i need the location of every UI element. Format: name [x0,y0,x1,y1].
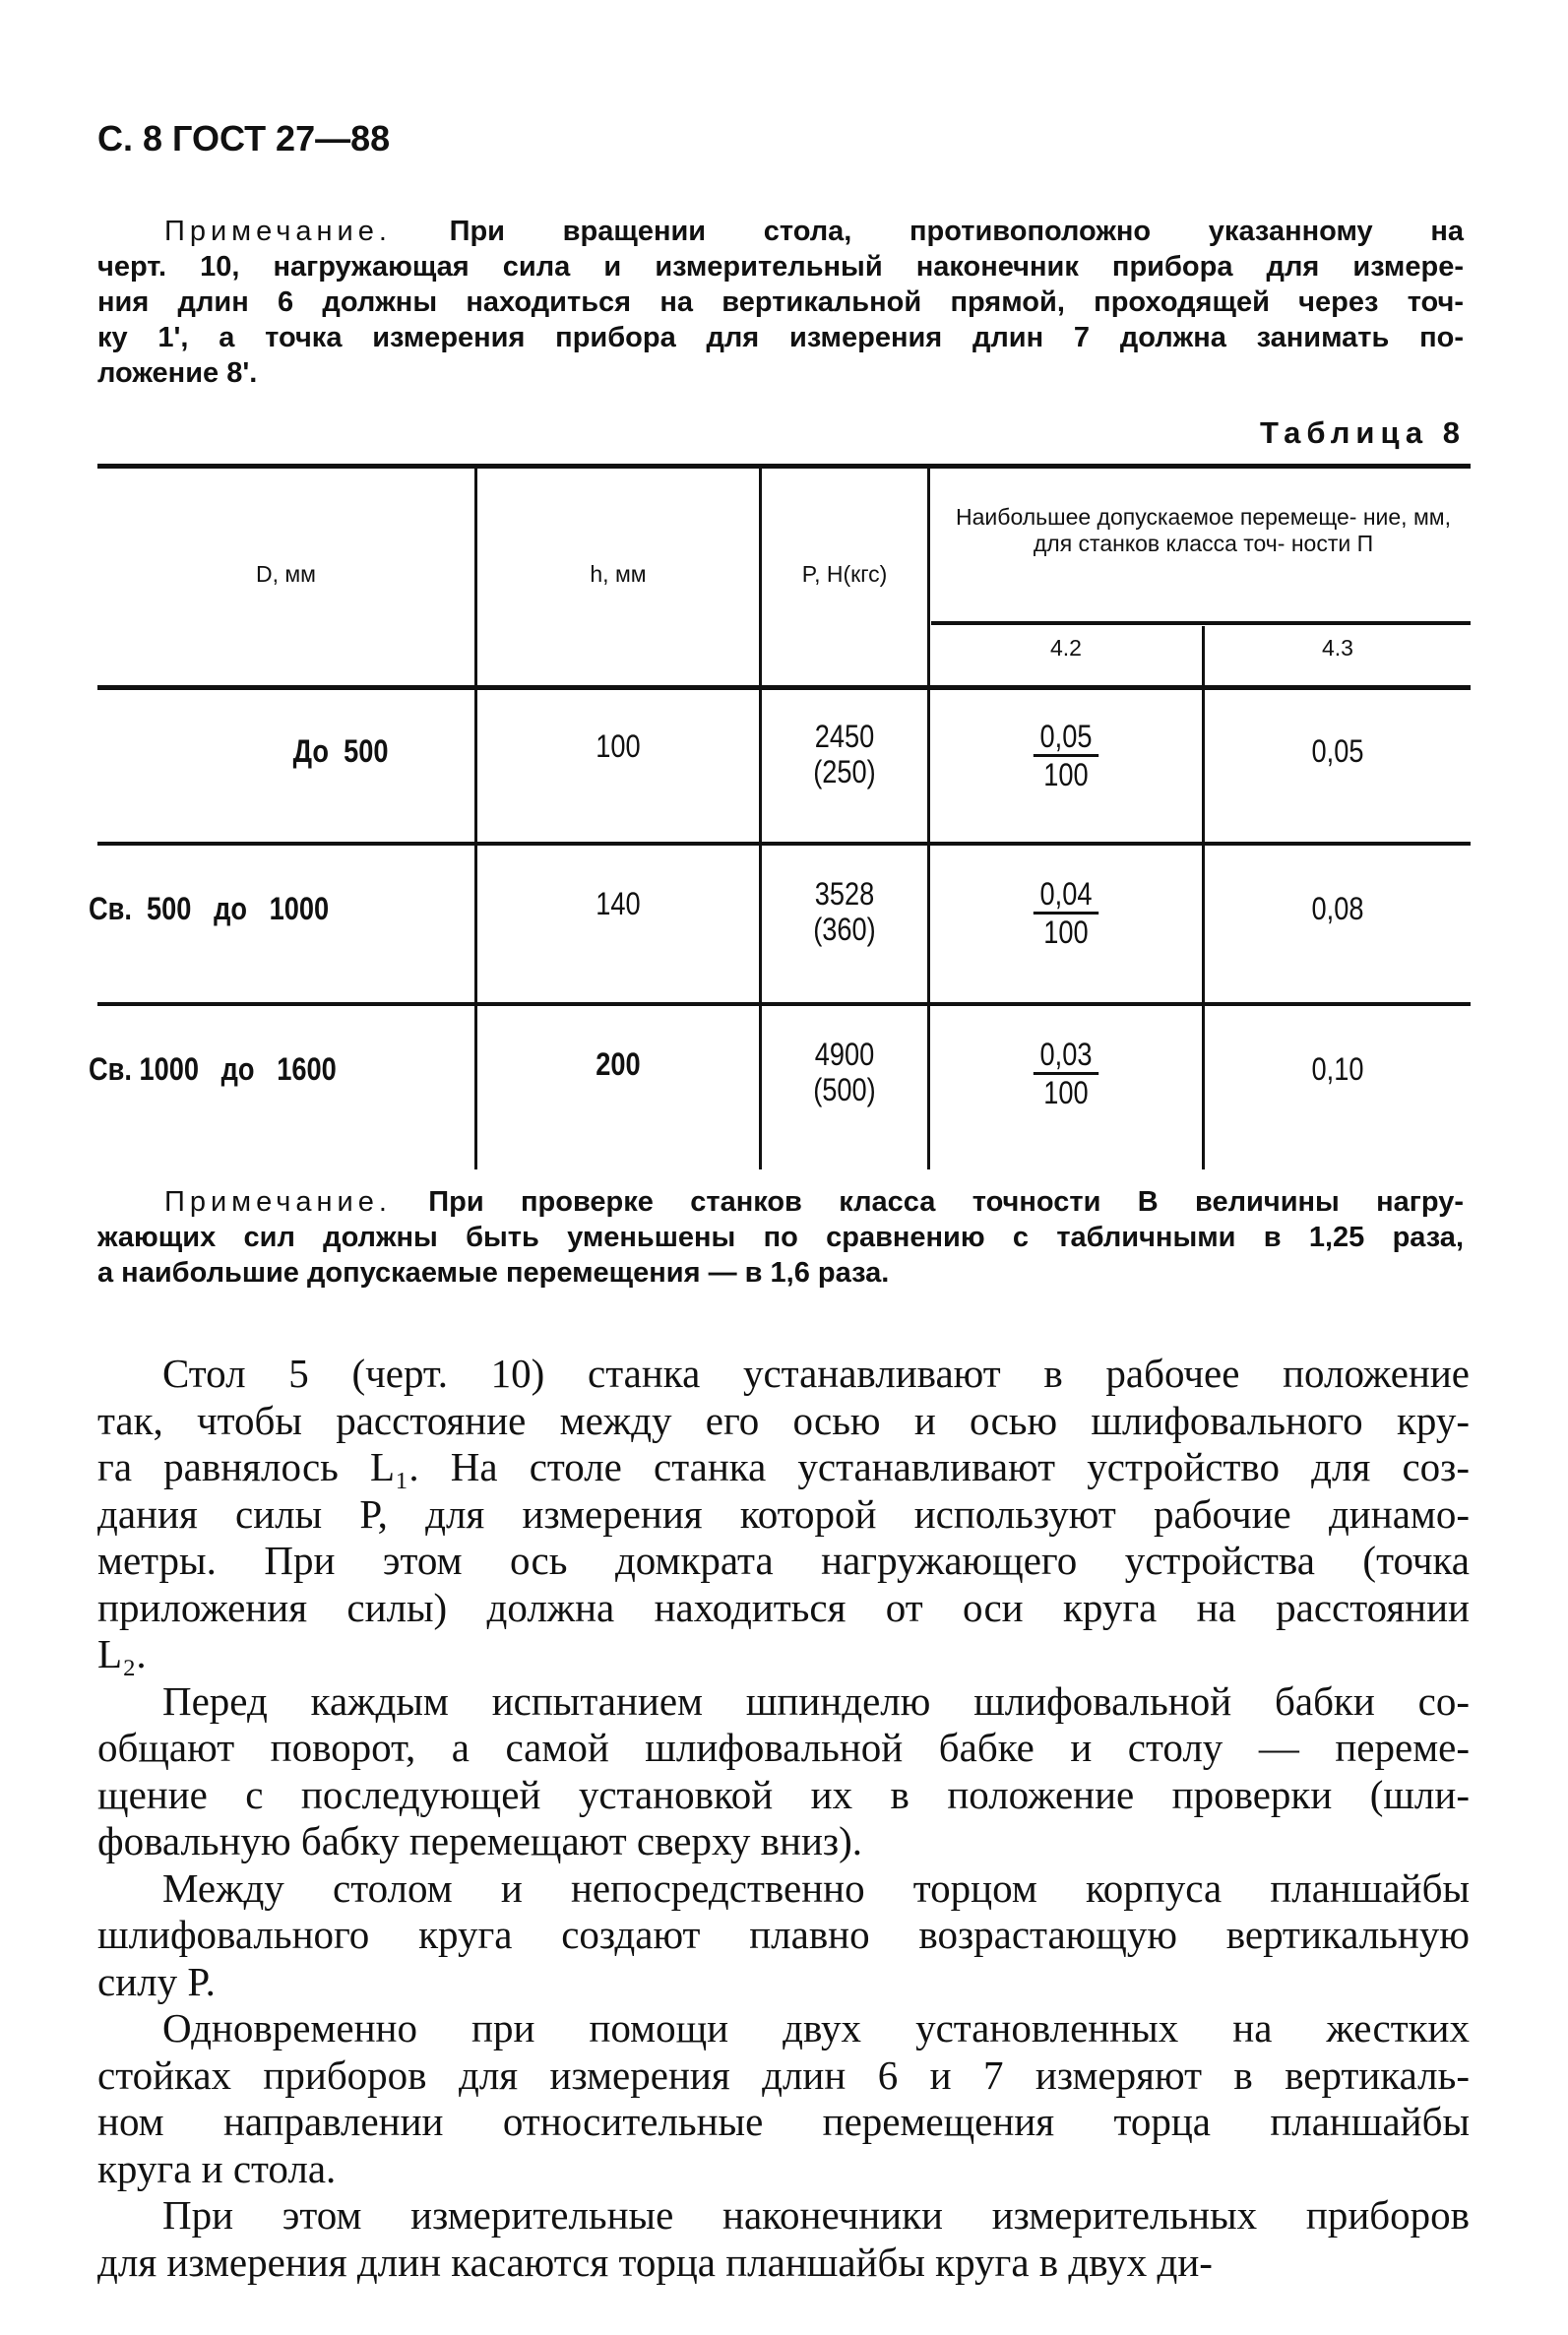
note-label: Примечание. [164,1186,392,1218]
note-line: ния длин 6 должны находиться на вертикал… [97,286,1464,318]
header-bottom-rule [97,685,1471,690]
body-line: щение с последующей установкой их в поло… [97,1771,1470,1817]
note-text: При проверке станков класса точности В в… [428,1186,1464,1218]
row-rule [97,842,1471,846]
cell-text: 0,05 [1311,733,1364,769]
body-line: общают поворот, а самой шлифовальной баб… [97,1725,1470,1770]
note-line: ложение 8'. [97,357,258,389]
cell-text: 100 [596,728,641,764]
cell-4-3: 0,08 [1224,891,1451,926]
note-line: Примечание. При проверке станков класса … [97,1184,1464,1220]
body-line: Одновременно при помощи двух установленн… [162,2005,1470,2051]
cell-d: Св. 1000 до 1600 [89,1051,373,1087]
col-rule [474,469,477,1169]
cell-text: (500) [813,1072,876,1107]
cell-text: 200 [596,1046,641,1082]
cell-text: 2450 [814,719,875,754]
cell-h: 200 [498,1046,737,1082]
header-4-3: 4.3 [1322,635,1353,661]
header-4-2: 4.2 [1050,635,1082,661]
note-line: Примечание. При вращении стола, противоп… [97,214,1464,249]
header-h: h, мм [590,561,647,587]
cell-text: Св. 1000 до 1600 [89,1051,337,1087]
cell-text: До 500 [292,733,389,769]
body-line: При этом измерительные наконечники измер… [162,2192,1470,2238]
note-line: а наибольшие допускаемые перемещения — в… [97,1257,890,1289]
cell-h: 100 [498,728,737,764]
note-2: Примечание. При проверке станков класса … [97,1184,1464,1291]
cell-text: 140 [596,886,641,921]
body-line: силу P. [97,1958,216,2004]
cell-d: До 500 [246,733,389,769]
cell-text: (360) [813,912,876,947]
body-line: ном направлении относительные перемещени… [97,2099,1470,2144]
cell-d: Св. 500 до 1000 [89,891,373,926]
col-rule [1202,626,1205,1169]
body-line: L₂. [97,1631,147,1676]
header-group: Наибольшее допускаемое перемеще- ние, мм… [956,504,1451,556]
numerator: 0,05 [1033,719,1099,757]
numerator: 0,04 [1033,876,1099,915]
body-line: фовальную бабку перемещают сверху вниз). [97,1818,862,1863]
body-line: Стол 5 (черт. 10) станка устанавливают в… [162,1351,1470,1396]
body-line: приложения силы) должна находиться от ос… [97,1584,1470,1630]
col-rule [759,469,762,1169]
note-1: Примечание. При вращении стола, противоп… [97,214,1464,391]
cell-p: 3528 (360) [775,876,915,947]
cell-p: 2450 (250) [775,719,915,789]
body-line: шлифовального круга создают плавно возра… [97,1912,1470,1957]
fraction: 0,03 100 [1033,1037,1099,1110]
cell-h: 140 [498,886,737,921]
row-rule [97,1002,1471,1006]
denominator: 100 [1043,1075,1089,1110]
page-header: С. 8 ГОСТ 27—88 [97,118,391,158]
cell-text: Св. 500 до 1000 [89,891,330,926]
body-line: Перед каждым испытанием шпинделю шлифова… [162,1677,1470,1724]
body-line: так, чтобы расстояние между его осью и о… [97,1397,1470,1443]
header-sub-rule [931,621,1471,625]
table-top-rule [97,464,1471,469]
note-line: ку 1', а точка измерения прибора для изм… [97,322,1464,353]
body-text: Стол 5 (черт. 10) станка устанавливают в… [97,1351,1470,2286]
cell-4-2: 0,05 100 [951,719,1182,792]
col-rule [927,469,930,1169]
cell-text: (250) [813,754,876,789]
body-line: метры. При этом ось домкрата нагружающег… [97,1538,1470,1583]
body-line: дания силы P, для измерения которой испо… [97,1490,1470,1537]
fraction: 0,05 100 [1033,719,1099,792]
note-text: При вращении стола, противоположно указа… [449,216,1464,247]
cell-text: 0,10 [1311,1051,1364,1087]
denominator: 100 [1043,915,1089,950]
body-line: га равнялось L₁. На столе станка устанав… [97,1444,1470,1489]
cell-4-2: 0,04 100 [951,876,1182,950]
header-p: P, Н(кгс) [801,561,888,587]
cell-4-3: 0,10 [1224,1051,1451,1087]
body-line: круга и стола. [97,2145,337,2191]
body-line: Между столом и непосредственно торцом ко… [162,1864,1470,1911]
note-label: Примечание. [164,216,392,247]
denominator: 100 [1043,757,1089,792]
header-d: D, мм [255,561,316,587]
fraction: 0,04 100 [1033,876,1099,950]
note-line: жающих сил должны быть уменьшены по срав… [97,1222,1464,1253]
cell-4-3: 0,05 [1224,733,1451,769]
table-caption: Таблица 8 [1259,415,1466,450]
note-line: черт. 10, нагружающая сила и измерительн… [97,251,1464,283]
body-line: для измерения длин касаются торца планша… [97,2239,1213,2285]
cell-text: 0,08 [1311,891,1364,926]
cell-text: 4900 [814,1037,875,1072]
cell-p: 4900 (500) [775,1037,915,1107]
cell-text: 3528 [814,876,875,912]
numerator: 0,03 [1033,1037,1099,1075]
body-line: стойках приборов для измерения длин 6 и … [97,2051,1470,2098]
cell-4-2: 0,03 100 [951,1037,1182,1110]
